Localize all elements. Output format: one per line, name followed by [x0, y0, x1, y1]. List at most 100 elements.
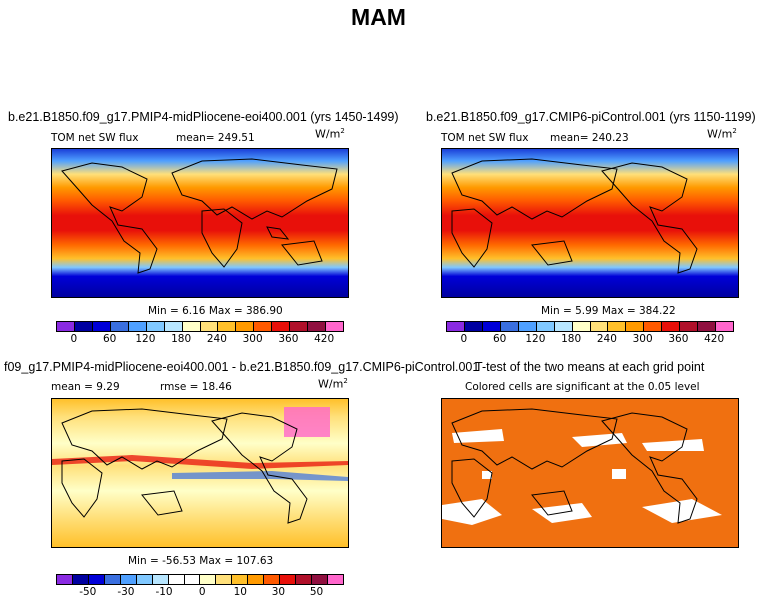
colorbar-tick-label: 300	[242, 333, 263, 345]
colorbar-swatch	[464, 322, 483, 331]
colorbar-swatch	[518, 322, 537, 331]
panel1-variable: TOM net SW flux	[51, 132, 139, 144]
panel1-minmax: Min = 6.16 Max = 386.90	[148, 305, 283, 317]
panel4-coastlines	[451, 408, 698, 524]
colorbar-tick-label: 10	[233, 586, 247, 598]
colorbar-swatch	[168, 575, 185, 584]
panel3-mean: mean = 9.29	[51, 381, 120, 393]
colorbar-tick-label: 0	[198, 586, 206, 598]
panel2-map	[441, 148, 739, 298]
colorbar-swatch	[248, 575, 265, 584]
colorbar-swatch	[57, 575, 73, 584]
colorbar-swatch	[572, 322, 591, 331]
colorbar-tick-label: 50	[309, 586, 324, 598]
panel3-arctic-anomaly	[284, 407, 330, 437]
colorbar-swatch	[152, 575, 169, 584]
colorbar-swatch	[482, 322, 501, 331]
colorbar-swatch	[200, 575, 217, 584]
colorbar-swatch	[57, 322, 75, 331]
panel3-anomaly-positive	[52, 455, 348, 469]
colorbar-swatch	[447, 322, 465, 331]
colorbar-swatch	[590, 322, 609, 331]
colorbar-swatch	[128, 322, 147, 331]
colorbar-swatch	[698, 322, 717, 331]
colorbar-swatch	[146, 322, 165, 331]
panel3-title: f09_g17.PMIP4-midPliocene-eoi400.001 - b…	[4, 360, 480, 374]
colorbar-tick-label: 360	[668, 333, 689, 345]
colorbar-swatch	[500, 322, 519, 331]
colorbar-swatch	[216, 575, 233, 584]
colorbar-swatch	[182, 322, 201, 331]
panel2-field	[442, 149, 738, 297]
panel1-coastlines	[61, 158, 338, 274]
panel2-title: b.e21.B1850.f09_g17.CMIP6-piControl.001 …	[426, 110, 756, 124]
panel2-units: W/m2	[707, 127, 737, 141]
colorbar-swatch	[680, 322, 699, 331]
panel3-rmse: rmse = 18.46	[160, 381, 232, 393]
panel2-colorbar-ticks: 0 60 120 180 240 300 360 420	[446, 333, 732, 347]
colorbar-swatch	[308, 322, 327, 331]
colorbar-tick-label: 60	[492, 333, 507, 345]
colorbar-swatch	[88, 575, 105, 584]
panel1-mean: mean= 249.51	[176, 132, 255, 144]
colorbar-tick-label: 120	[135, 333, 156, 345]
colorbar-swatch	[74, 322, 93, 331]
panel3-colorbar-ticks: -50 -30 -10 0 10 30 50	[56, 586, 342, 600]
panel2-minmax: Min = 5.99 Max = 384.22	[541, 305, 676, 317]
colorbar-swatch	[120, 575, 137, 584]
panel1-map	[51, 148, 349, 298]
colorbar-tick-label: 120	[525, 333, 546, 345]
panel3-map	[51, 398, 349, 548]
colorbar-swatch	[608, 322, 627, 331]
panel2-colorbar	[446, 321, 734, 332]
colorbar-tick-label: -50	[79, 586, 97, 598]
panel3-anomaly-negative	[172, 471, 348, 481]
colorbar-tick-label: -30	[117, 586, 135, 598]
colorbar-swatch	[296, 575, 312, 584]
panel2-mean: mean= 240.23	[550, 132, 629, 144]
colorbar-swatch	[264, 575, 281, 584]
panel1-field	[52, 149, 348, 297]
colorbar-swatch	[536, 322, 555, 331]
panel3-colorbar	[56, 574, 344, 585]
colorbar-tick-label: 180	[171, 333, 192, 345]
panel4-map	[441, 398, 739, 548]
colorbar-swatch	[254, 322, 273, 331]
colorbar-tick-label: 420	[704, 333, 725, 345]
colorbar-swatch	[72, 575, 89, 584]
colorbar-swatch	[110, 322, 129, 331]
panel1-colorbar-ticks: 0 60 120 180 240 300 360 420	[56, 333, 342, 347]
colorbar-swatch	[136, 575, 153, 584]
colorbar-swatch	[200, 322, 219, 331]
colorbar-swatch	[662, 322, 681, 331]
colorbar-swatch	[104, 575, 121, 584]
colorbar-swatch	[272, 322, 291, 331]
colorbar-tick-label: 180	[561, 333, 582, 345]
colorbar-swatch	[280, 575, 297, 584]
panel2-coastlines	[451, 158, 698, 274]
colorbar-swatch	[644, 322, 663, 331]
colorbar-tick-label: 60	[102, 333, 117, 345]
panel1-title: b.e21.B1850.f09_g17.PMIP4-midPliocene-eo…	[8, 110, 399, 124]
panel3-units: W/m2	[318, 377, 348, 391]
colorbar-tick-label: 240	[596, 333, 617, 345]
colorbar-tick-label: 420	[314, 333, 335, 345]
colorbar-swatch	[290, 322, 309, 331]
colorbar-swatch	[312, 575, 328, 584]
panel2-variable: TOM net SW flux	[441, 132, 529, 144]
panel3-coastlines	[61, 408, 308, 524]
colorbar-tick-label: 30	[271, 586, 286, 598]
colorbar-tick-label: 360	[278, 333, 299, 345]
colorbar-swatch	[164, 322, 183, 331]
panel4-title: T-test of the two means at each grid poi…	[475, 360, 705, 374]
colorbar-swatch	[327, 575, 343, 584]
colorbar-tick-label: -10	[155, 586, 173, 598]
colorbar-tick-label: 240	[206, 333, 227, 345]
colorbar-tick-label: 0	[70, 333, 78, 345]
colorbar-swatch	[716, 322, 733, 331]
colorbar-swatch	[184, 575, 201, 584]
colorbar-swatch	[232, 575, 249, 584]
figure-title: MAM	[351, 4, 406, 30]
colorbar-swatch	[326, 322, 343, 331]
colorbar-swatch	[236, 322, 255, 331]
